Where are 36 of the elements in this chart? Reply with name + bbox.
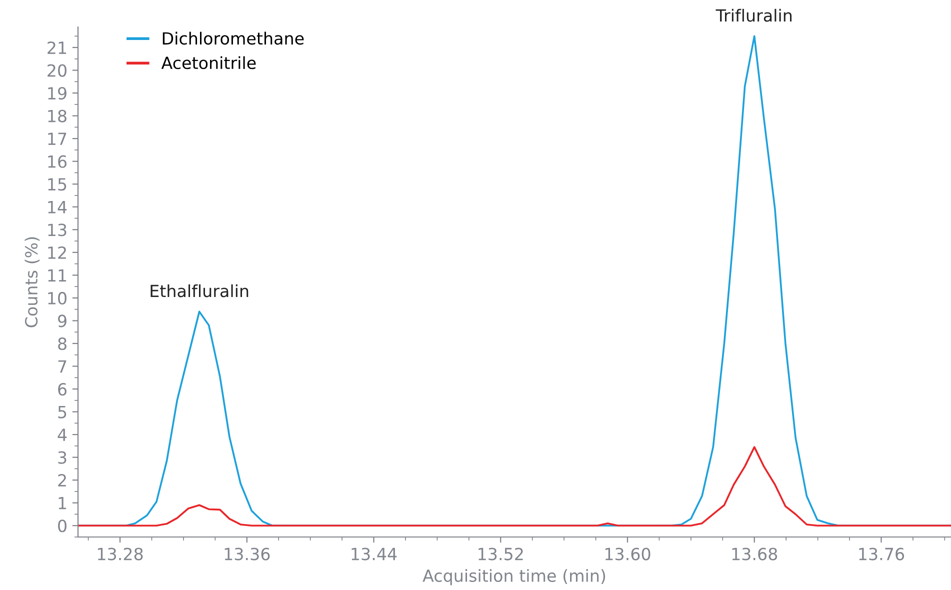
- y-tick-label: 20: [48, 64, 66, 77]
- x-tick-label: 13.68: [732, 548, 778, 560]
- y-tick-label: 5: [58, 406, 66, 418]
- y-tick-label: 12: [48, 246, 66, 259]
- x-axis-title: Acquisition time (min): [422, 569, 606, 586]
- x-tick-label: 13.60: [605, 548, 650, 560]
- x-tick-label: 13.52: [478, 548, 523, 560]
- annotation: Trifluralin: [716, 8, 792, 22]
- x-tick-label: 13.36: [224, 548, 270, 560]
- y-tick-label: 16: [48, 155, 67, 168]
- y-tick-label: 13: [48, 224, 66, 236]
- annotation: Ethalfluralin: [150, 284, 248, 298]
- y-tick-label: 11: [48, 269, 66, 282]
- legend-label: Acetonitrile: [161, 56, 256, 70]
- y-axis-title: Counts (%): [24, 237, 40, 328]
- y-tick-label: 19: [48, 86, 66, 100]
- y-tick-label: 6: [58, 382, 67, 396]
- y-tick-label: 4: [58, 428, 67, 441]
- y-tick-label: 21: [48, 41, 66, 54]
- legend-label: Dichloromethane: [162, 32, 304, 45]
- y-tick-label: 15: [48, 178, 66, 191]
- y-tick-label: 18: [48, 110, 66, 122]
- y-tick-label: 14: [48, 201, 67, 214]
- y-tick-label: 1: [58, 497, 66, 510]
- y-tick-label: 17: [48, 132, 66, 145]
- y-tick-label: 2: [58, 474, 66, 486]
- y-tick-label: 0: [58, 520, 66, 532]
- y-tick-label: 9: [58, 314, 66, 328]
- y-tick-label: 8: [58, 337, 66, 350]
- y-tick-label: 10: [48, 292, 66, 305]
- line-series: [78, 446, 951, 527]
- y-tick-label: 7: [58, 360, 66, 373]
- x-tick-label: 13.76: [859, 548, 904, 560]
- x-tick-label: 13.44: [352, 548, 397, 560]
- y-tick-label: 3: [58, 451, 66, 464]
- x-tick-label: 13.28: [98, 548, 143, 560]
